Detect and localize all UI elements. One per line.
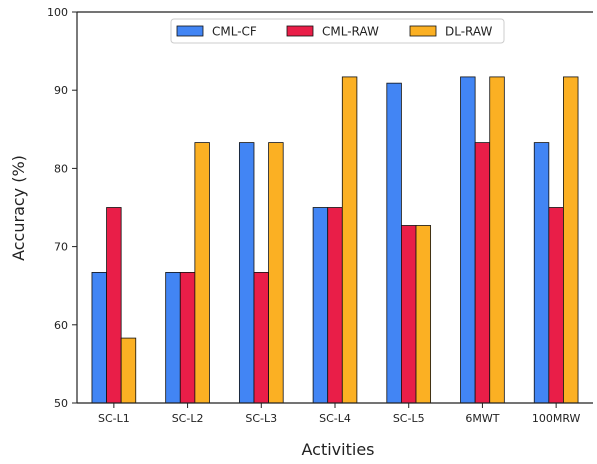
bar-cml-raw-sc-l1 (106, 207, 122, 404)
bar-cml-cf-6mwt (460, 76, 476, 404)
bar-cml-raw-6mwt (474, 142, 491, 404)
bar-cml-cf-sc-l3 (238, 142, 255, 404)
bar-cml-raw-sc-l2 (179, 272, 196, 404)
x-tick-label: SC-L1 (98, 412, 130, 425)
y-tick-label: 80 (54, 162, 68, 175)
legend-swatch-cml-raw (286, 25, 314, 37)
legend-box (170, 18, 505, 44)
bar-dl-raw-sc-l4 (341, 76, 358, 404)
bar-cml-cf-sc-l1 (91, 272, 107, 404)
y-tick-label: 60 (54, 319, 68, 332)
legend-label-dl-raw: DL-RAW (445, 25, 492, 39)
y-tick-label: 100 (47, 6, 68, 19)
bar-dl-raw-6mwt (489, 76, 505, 404)
bar-cml-cf-100mrw (533, 142, 550, 404)
bar-dl-raw-sc-l2 (194, 142, 210, 404)
y-axis-title: Accuracy (%) (9, 155, 28, 261)
bar-cml-cf-sc-l4 (312, 207, 329, 404)
legend-swatch-dl-raw (409, 25, 437, 37)
legend-swatch-cml-cf (176, 25, 204, 37)
x-tick-label: SC-L4 (319, 412, 351, 425)
bar-cml-raw-sc-l4 (327, 207, 343, 404)
legend-label-cml-cf: CML-CF (212, 25, 257, 39)
axes-layer: 50 60 70 80 90 100 SC-L1 SC-L2 SC-L3 SC-L4 SC-L5 6M… (47, 6, 593, 425)
y-tick-label: 70 (54, 241, 68, 254)
bar-cml-cf-sc-l5 (386, 82, 402, 404)
bar-cml-raw-sc-l3 (253, 272, 269, 404)
bar-dl-raw-sc-l5 (415, 225, 432, 404)
bar-cml-cf-sc-l2 (165, 272, 181, 404)
legend: CML-CF CML-RAW DL-RAW (170, 18, 505, 44)
x-tick-label: 6MWT (465, 412, 499, 425)
x-tick-label: 100MRW (532, 412, 581, 425)
bar-cml-raw-sc-l5 (401, 225, 417, 404)
bar-dl-raw-sc-l1 (120, 337, 137, 404)
bar-cml-raw-100mrw (548, 207, 564, 404)
y-tick-label: 50 (54, 397, 68, 410)
bar-dl-raw-100mrw (563, 76, 579, 404)
x-tick-label: SC-L5 (393, 412, 425, 425)
x-axis-title: Activities (302, 440, 375, 459)
x-tick-label: SC-L3 (245, 412, 277, 425)
bar-dl-raw-sc-l3 (268, 142, 284, 404)
bars-layer (91, 76, 579, 404)
legend-label-cml-raw: CML-RAW (322, 25, 379, 39)
y-tick-label: 90 (54, 84, 68, 97)
x-tick-label: SC-L2 (172, 412, 204, 425)
